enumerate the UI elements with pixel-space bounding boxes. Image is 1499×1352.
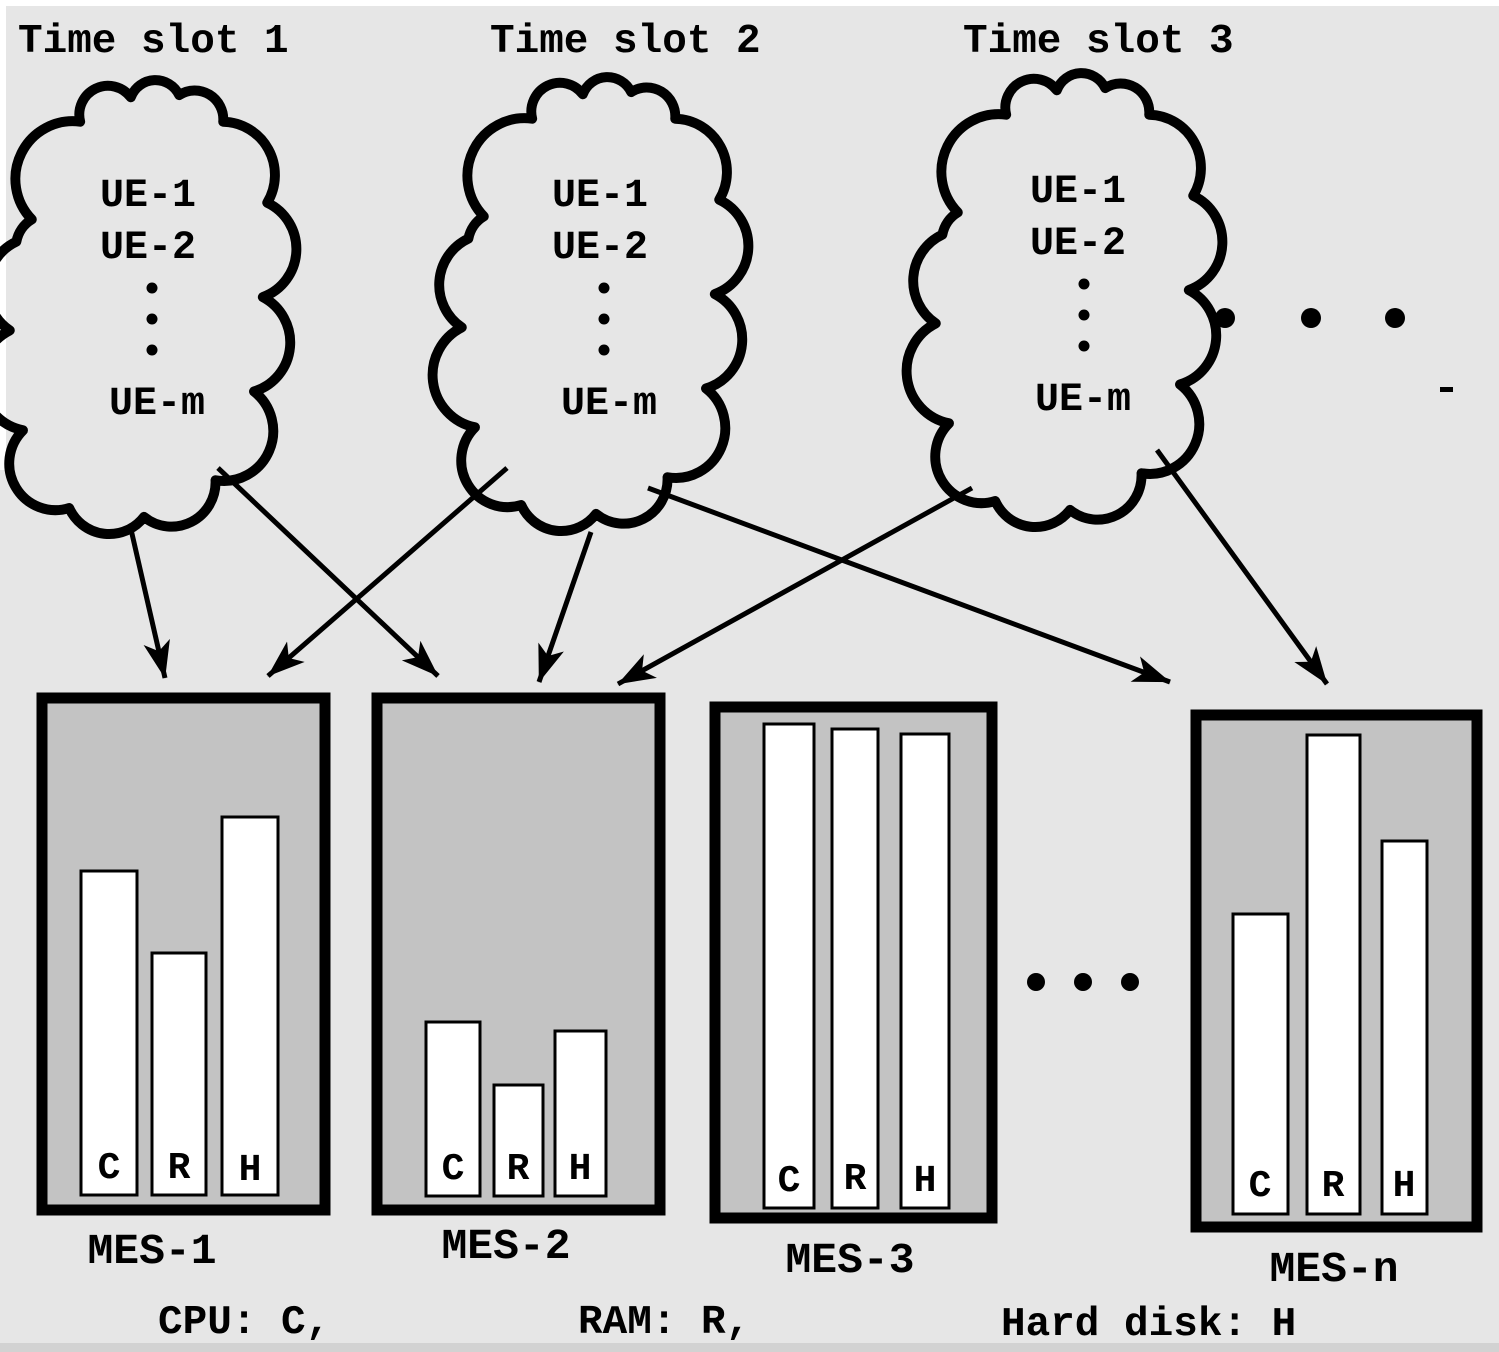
time-slot-3-label: Time slot 3 xyxy=(963,19,1234,65)
bar-hdd-letter: H xyxy=(569,1148,592,1191)
server-mes-3: C R H MES-3 xyxy=(709,701,998,1285)
vertical-ellipsis xyxy=(598,282,610,356)
bar-cpu xyxy=(762,722,816,1210)
time-slot-2-label: Time slot 2 xyxy=(490,19,761,65)
bar-cpu xyxy=(79,869,139,1197)
assignment-arrows xyxy=(127,448,1330,687)
page-edge-top xyxy=(0,0,1499,6)
cloud-outline-timeslot-2 xyxy=(433,77,749,531)
stray-mark xyxy=(1440,387,1453,392)
arrow-slot3-to-mes2 xyxy=(616,485,974,687)
bar-ram-letter: R xyxy=(844,1158,867,1201)
bar-hdd-letter: H xyxy=(1393,1165,1416,1208)
legend-ram: RAM: R, xyxy=(578,1300,750,1346)
more-servers-ellipsis xyxy=(1027,973,1139,991)
ue-item: UE-m xyxy=(109,382,205,427)
server-name: MES-1 xyxy=(87,1227,216,1276)
bar-cpu-letter: C xyxy=(778,1160,801,1203)
bar-ram xyxy=(1305,733,1362,1216)
ue-item: UE-1 xyxy=(552,174,648,219)
cloud-1-ue-list: UE-1 UE-2 UE-m xyxy=(100,174,205,427)
ue-item: UE-2 xyxy=(100,226,196,271)
cloud-2-ue-list: UE-1 UE-2 UE-m xyxy=(552,174,657,427)
server-mes-2: C R H MES-2 xyxy=(371,692,666,1271)
ue-item: UE-1 xyxy=(1030,170,1126,215)
arrow-slot2-to-mes2 xyxy=(536,531,594,683)
cloud-3-ue-list: UE-1 UE-2 UE-m xyxy=(1030,170,1131,423)
bar-ram-letter: R xyxy=(168,1147,191,1190)
server-name: MES-n xyxy=(1269,1245,1398,1294)
arrow-slot2-to-mesn xyxy=(647,485,1171,685)
server-name: MES-3 xyxy=(785,1236,914,1285)
bar-cpu-letter: C xyxy=(98,1147,121,1190)
bar-ram xyxy=(150,951,208,1197)
page-edge-left xyxy=(0,0,6,470)
bar-ram xyxy=(830,727,880,1210)
bar-hdd xyxy=(220,815,280,1197)
bar-cpu xyxy=(424,1020,482,1198)
arrow-slot1-to-mes1 xyxy=(127,524,170,679)
bar-cpu-letter: C xyxy=(1249,1165,1272,1208)
server-mes-n: C R H MES-n xyxy=(1190,709,1483,1294)
bar-hdd xyxy=(553,1029,608,1198)
bar-ram-letter: R xyxy=(1322,1165,1345,1208)
ue-item: UE-1 xyxy=(100,174,196,219)
ue-item: UE-m xyxy=(1035,378,1131,423)
time-slot-1-label: Time slot 1 xyxy=(18,19,289,65)
resource-legend: CPU: C, RAM: R, Hard disk: H xyxy=(158,1300,1296,1348)
ue-item: UE-2 xyxy=(552,226,648,271)
bar-hdd xyxy=(1380,839,1429,1216)
bar-hdd xyxy=(899,732,951,1210)
cloud-outline-timeslot-1 xyxy=(0,80,296,534)
vertical-ellipsis xyxy=(1078,278,1090,352)
ue-item: UE-2 xyxy=(1030,222,1126,267)
vertical-ellipsis xyxy=(146,282,158,356)
arrow-slot3-to-mesn xyxy=(1154,448,1330,686)
cloud-outline-timeslot-3 xyxy=(907,73,1223,527)
bar-ram-letter: R xyxy=(507,1148,530,1191)
arrow-slot1-to-mes2 xyxy=(216,466,440,678)
more-timeslots-ellipsis xyxy=(1215,308,1405,328)
ue-item: UE-m xyxy=(561,382,657,427)
bar-hdd-letter: H xyxy=(239,1149,262,1192)
bar-cpu-letter: C xyxy=(442,1148,465,1191)
bar-cpu xyxy=(1231,912,1290,1216)
page-edge-bottom xyxy=(0,1343,1499,1352)
bar-hdd-letter: H xyxy=(914,1160,937,1203)
arrow-slot2-to-mes1 xyxy=(266,466,509,678)
bar-ram xyxy=(492,1083,545,1198)
legend-cpu: CPU: C, xyxy=(158,1300,330,1346)
legend-hdd: Hard disk: H xyxy=(1001,1302,1296,1348)
server-mes-1: C R H MES-1 xyxy=(36,692,331,1276)
server-name: MES-2 xyxy=(441,1222,570,1271)
